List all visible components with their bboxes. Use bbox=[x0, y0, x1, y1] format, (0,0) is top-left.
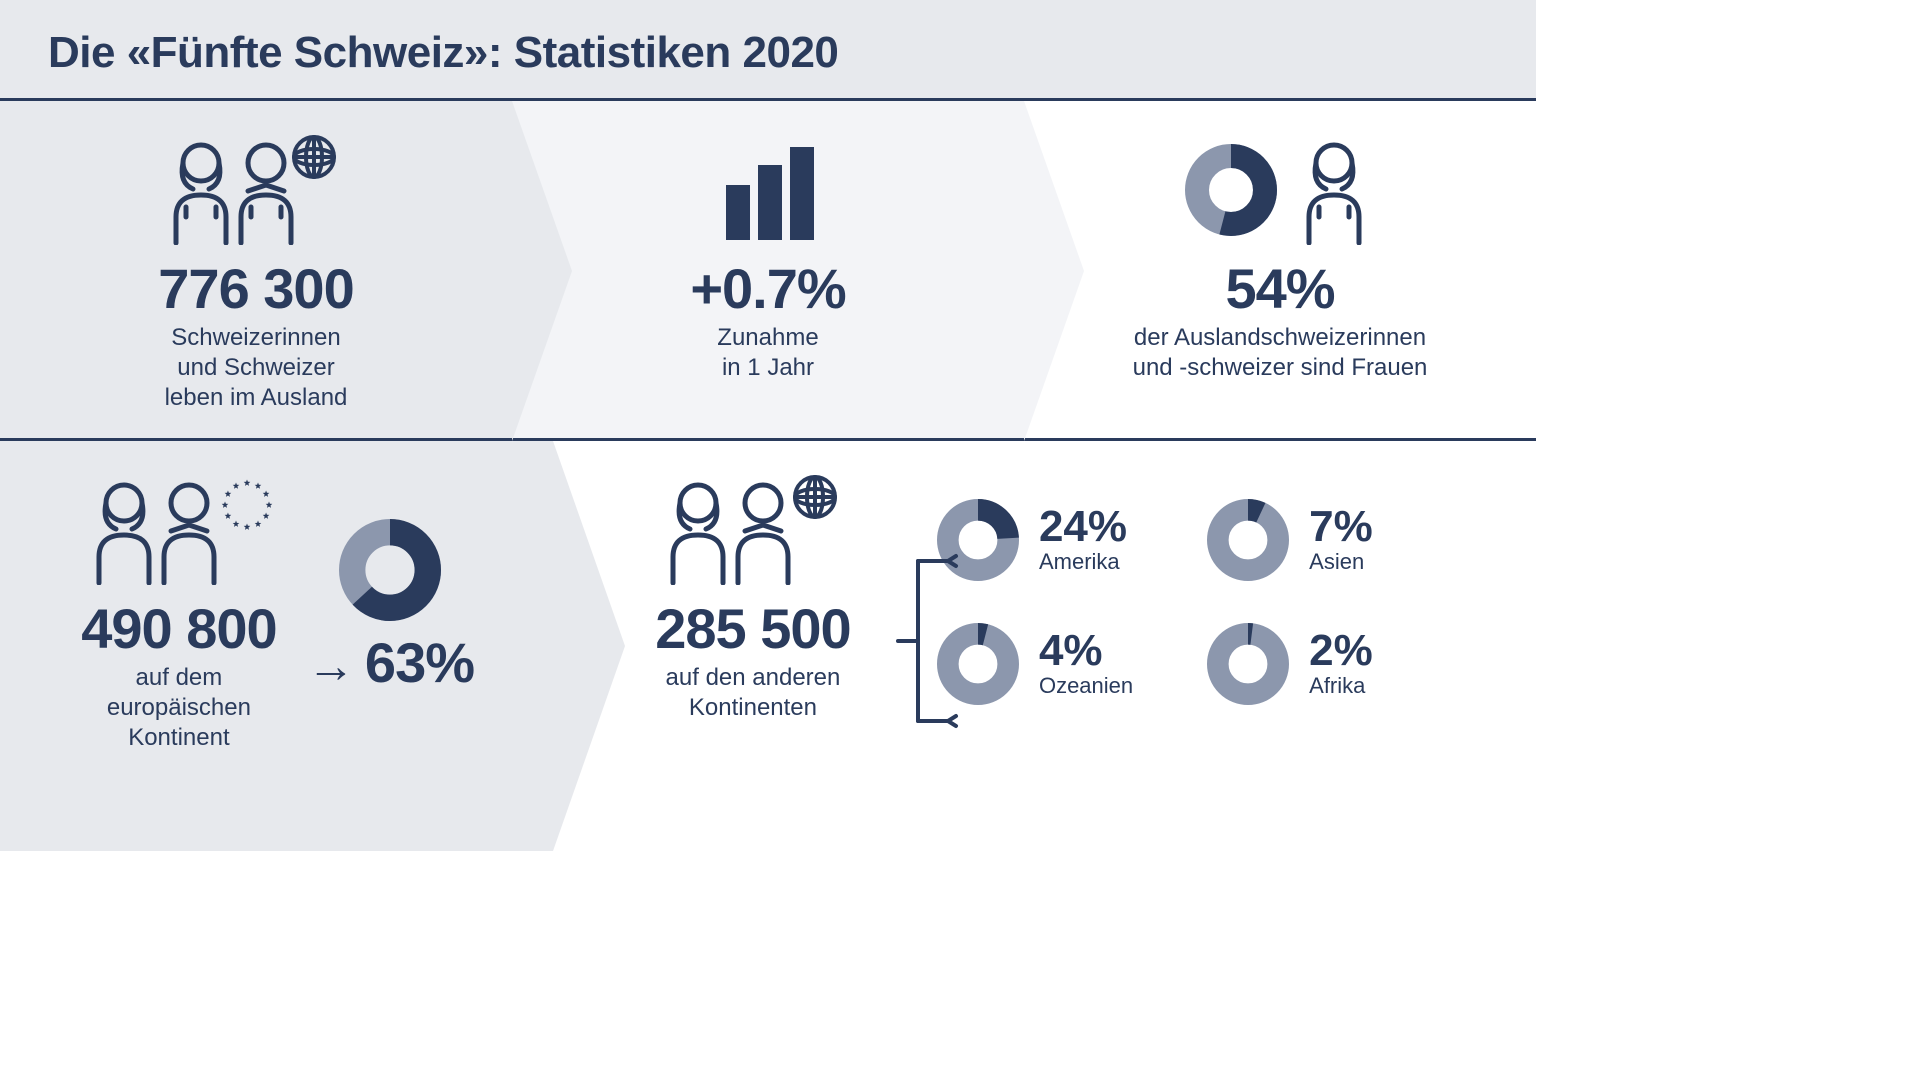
chevron-divider bbox=[1024, 101, 1084, 441]
panel-women-share: 54% der Auslandschweizerinnen und -schwe… bbox=[1024, 101, 1536, 438]
stat-value: 285 500 bbox=[655, 601, 850, 657]
bracket-icon bbox=[893, 511, 963, 771]
breakdown-item: 4%Ozeanien bbox=[933, 619, 1133, 709]
bars-icon bbox=[708, 135, 828, 245]
breakdown-item: 2%Afrika bbox=[1203, 619, 1373, 709]
infographic-root: Die «Fünfte Schweiz»: Statistiken 2020 bbox=[0, 0, 1536, 864]
breakdown-item: 7%Asien bbox=[1203, 495, 1373, 585]
panel-europe: 490 800 auf dem europäischen Kontinent →… bbox=[0, 441, 553, 851]
chevron-divider bbox=[553, 441, 625, 851]
panel-growth: +0.7% Zunahme in 1 Jahr bbox=[512, 101, 1024, 438]
breakdown-label: Amerika bbox=[1039, 549, 1127, 575]
breakdown-pct: 2% bbox=[1309, 629, 1373, 673]
people-eu-stars-icon bbox=[79, 475, 279, 585]
arrow-icon: → bbox=[307, 639, 355, 694]
row-top: 776 300 Schweizerinnen und Schweizer leb… bbox=[0, 101, 1536, 441]
stat-sub: Schweizerinnen und Schweizer leben im Au… bbox=[165, 323, 348, 413]
breakdown-label: Asien bbox=[1309, 549, 1373, 575]
panel-total-abroad: 776 300 Schweizerinnen und Schweizer leb… bbox=[0, 101, 512, 438]
stat-value: 490 800 bbox=[81, 601, 276, 657]
donut-icon bbox=[1203, 619, 1293, 709]
header: Die «Fünfte Schweiz»: Statistiken 2020 bbox=[0, 0, 1536, 101]
donut-europe-icon bbox=[335, 515, 445, 625]
stat-value: +0.7% bbox=[690, 261, 845, 317]
breakdown-pct: 4% bbox=[1039, 629, 1133, 673]
donut-woman-icon bbox=[1181, 135, 1379, 245]
breakdown-pct: 7% bbox=[1309, 505, 1373, 549]
stat-value: 776 300 bbox=[158, 261, 353, 317]
people-globe-icon bbox=[653, 475, 853, 585]
chevron-divider bbox=[512, 101, 572, 441]
stat-value: 63% bbox=[365, 635, 474, 691]
continent-breakdown: 24%Amerika 7%Asien 4%Ozeanien 2%Afrika bbox=[933, 495, 1373, 709]
stat-sub: auf den anderen Kontinenten bbox=[666, 663, 841, 723]
stat-value: 54% bbox=[1225, 261, 1334, 317]
breakdown-pct: 24% bbox=[1039, 505, 1127, 549]
row-bottom: 490 800 auf dem europäischen Kontinent →… bbox=[0, 441, 1536, 851]
breakdown-item: 24%Amerika bbox=[933, 495, 1133, 585]
people-globe-icon bbox=[156, 135, 356, 245]
stat-sub: der Auslandschweizerinnen und -schweizer… bbox=[1133, 323, 1428, 383]
panel-other-continents: 285 500 auf den anderen Kontinenten 24%A… bbox=[553, 441, 1536, 851]
breakdown-label: Afrika bbox=[1309, 673, 1373, 699]
page-title: Die «Fünfte Schweiz»: Statistiken 2020 bbox=[48, 28, 1488, 78]
stat-sub: Zunahme in 1 Jahr bbox=[717, 323, 818, 383]
donut-icon bbox=[1203, 495, 1293, 585]
stat-sub: auf dem europäischen Kontinent bbox=[107, 663, 251, 753]
breakdown-label: Ozeanien bbox=[1039, 673, 1133, 699]
